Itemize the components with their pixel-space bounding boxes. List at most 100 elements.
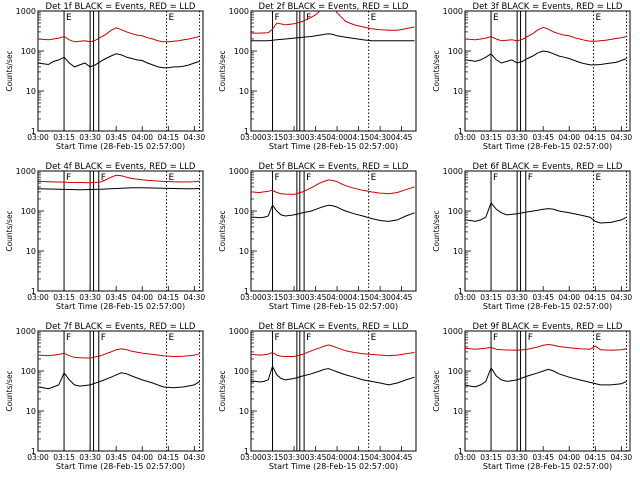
marker-label: E xyxy=(493,13,499,23)
x-tick-label: 03:15 xyxy=(262,453,284,462)
panel-det-9f: Det 9f BLACK = Events, RED = LLD 1 10 100 10… xyxy=(432,322,632,471)
marker-label: E xyxy=(596,173,602,183)
panel-title: Det 2f BLACK = Events, RED = LLD xyxy=(259,2,409,12)
y-tick-label: 1 xyxy=(244,127,249,136)
y-tick-label: 1000 xyxy=(229,327,249,336)
x-tick-label: 04:45 xyxy=(391,293,413,302)
x-axis-label: Start Time (28-Feb-15 02:57:00) xyxy=(483,142,612,151)
x-tick-label: 04:00 xyxy=(326,133,348,142)
y-tick-label: 1000 xyxy=(443,327,463,336)
x-tick-label: 03:30 xyxy=(283,293,305,302)
panel-det-4f: Det 4f BLACK = Events, RED = LLD 1 10 100 10… xyxy=(5,162,205,311)
x-tick-label: 04:00 xyxy=(558,133,580,142)
y-tick-label: 1 xyxy=(31,447,36,456)
marker-label: F xyxy=(528,333,533,343)
y-tick-label: 100 xyxy=(21,47,36,56)
x-tick-label: 04:30 xyxy=(369,133,391,142)
marker-label: F xyxy=(101,173,106,183)
marker-label: F xyxy=(528,173,533,183)
x-tick-label: 04:00 xyxy=(326,453,348,462)
x-tick-label: 04:30 xyxy=(184,293,206,302)
x-tick-label: 03:45 xyxy=(105,133,127,142)
y-tick-label: 1000 xyxy=(229,167,249,176)
y-tick-label: 100 xyxy=(21,207,36,216)
y-tick-label: 10 xyxy=(239,87,249,96)
series-line-events xyxy=(251,204,415,222)
x-axis-label: Start Time (28-Feb-15 02:57:00) xyxy=(483,302,612,311)
x-tick-label: 04:30 xyxy=(611,453,633,462)
series-line-lld xyxy=(38,27,200,43)
series-line-lld xyxy=(251,179,415,195)
marker-label: E xyxy=(596,13,602,23)
series-line-events xyxy=(38,371,200,390)
y-tick-label: 1000 xyxy=(229,7,249,16)
x-tick-label: 03:00 xyxy=(27,293,49,302)
marker-label: E xyxy=(371,173,377,183)
panel-det-2f: Det 2f BLACK = Events, RED = LLD 1 10 100 10… xyxy=(218,2,417,151)
x-tick-label: 03:30 xyxy=(283,453,305,462)
marker-label: F xyxy=(66,173,71,183)
panel-title: Det 8f BLACK = Events, RED = LLD xyxy=(259,322,409,332)
x-tick-label: 04:15 xyxy=(584,453,606,462)
plot-frame xyxy=(250,330,417,452)
x-tick-label: 04:15 xyxy=(157,293,179,302)
series-line-events xyxy=(38,53,200,69)
x-axis-label: Start Time (28-Feb-15 02:57:00) xyxy=(56,462,185,471)
plot-frame xyxy=(37,170,204,292)
y-tick-label: 100 xyxy=(448,367,463,376)
x-tick-label: 04:15 xyxy=(348,453,370,462)
x-tick-label: 03:30 xyxy=(79,293,101,302)
x-axis-label: Start Time (28-Feb-15 02:57:00) xyxy=(56,142,185,151)
x-tick-label: 03:30 xyxy=(506,293,528,302)
panel-title: Det 5f BLACK = Events, RED = LLD xyxy=(259,162,409,172)
y-axis-label: Counts/sec xyxy=(218,370,227,411)
plot-frame xyxy=(37,10,204,132)
x-tick-label: 04:30 xyxy=(369,453,391,462)
y-axis-label: Counts/sec xyxy=(5,210,14,251)
x-tick-label: 04:15 xyxy=(348,133,370,142)
x-tick-label: 03:30 xyxy=(79,133,101,142)
y-tick-label: 1 xyxy=(458,447,463,456)
x-tick-label: 03:30 xyxy=(506,133,528,142)
x-axis-label: Start Time (28-Feb-15 02:57:00) xyxy=(56,302,185,311)
plot-frame xyxy=(37,330,204,452)
marker-label: F xyxy=(493,173,498,183)
x-tick-label: 04:15 xyxy=(157,133,179,142)
x-tick-label: 04:30 xyxy=(611,133,633,142)
panel-title: Det 3f BLACK = Events, RED = LLD xyxy=(473,2,623,12)
marker-label: F xyxy=(101,333,106,343)
x-tick-label: 03:45 xyxy=(532,293,554,302)
x-tick-label: 04:30 xyxy=(184,133,206,142)
y-tick-label: 100 xyxy=(448,207,463,216)
y-axis-label: Counts/sec xyxy=(432,370,441,411)
x-tick-label: 03:30 xyxy=(283,133,305,142)
plot-frame xyxy=(250,170,417,292)
x-axis-label: Start Time (28-Feb-15 02:57:00) xyxy=(269,142,398,151)
panel-title: Det 4f BLACK = Events, RED = LLD xyxy=(46,162,196,172)
series-line-lld xyxy=(465,26,627,42)
y-axis-label: Counts/sec xyxy=(218,50,227,91)
x-tick-label: 03:00 xyxy=(27,133,49,142)
panel-det-8f: Det 8f BLACK = Events, RED = LLD 1 10 100 10… xyxy=(218,322,417,471)
x-tick-label: 04:15 xyxy=(348,293,370,302)
x-tick-label: 04:15 xyxy=(584,293,606,302)
series-line-lld xyxy=(251,11,415,34)
panel-title: Det 7f BLACK = Events, RED = LLD xyxy=(46,322,196,332)
y-tick-label: 100 xyxy=(234,367,249,376)
y-tick-label: 10 xyxy=(239,247,249,256)
x-tick-label: 03:30 xyxy=(506,453,528,462)
marker-label: F xyxy=(306,173,311,183)
marker-label: F xyxy=(275,333,280,343)
y-tick-label: 10 xyxy=(26,247,36,256)
y-axis-label: Counts/sec xyxy=(5,50,14,91)
y-tick-label: 10 xyxy=(26,407,36,416)
x-tick-label: 03:45 xyxy=(105,453,127,462)
x-tick-label: 04:00 xyxy=(131,453,153,462)
x-tick-label: 03:00 xyxy=(454,293,476,302)
y-tick-label: 1000 xyxy=(16,327,36,336)
x-tick-label: 03:00 xyxy=(27,453,49,462)
marker-label: E xyxy=(371,333,377,343)
x-axis-label: Start Time (28-Feb-15 02:57:00) xyxy=(269,462,398,471)
plot-frame xyxy=(250,10,417,132)
marker-label: E xyxy=(169,173,175,183)
